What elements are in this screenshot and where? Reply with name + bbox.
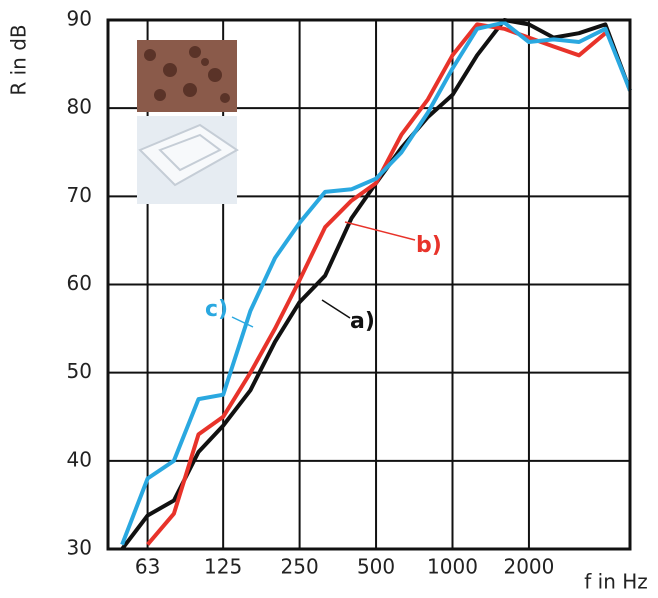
x-tick-label: 125 xyxy=(204,555,242,579)
leader-line xyxy=(344,221,416,241)
series-label: b) xyxy=(416,233,442,258)
series-label: c) xyxy=(205,297,228,322)
x-tick-label: 500 xyxy=(357,555,395,579)
y-tick-label: 40 xyxy=(67,447,92,471)
y-axis-label: R in dB xyxy=(7,24,31,95)
plot-frame xyxy=(106,18,632,551)
foam-shape xyxy=(138,123,239,187)
y-tick-label: 80 xyxy=(67,95,92,119)
y-tick-label: 60 xyxy=(67,271,92,295)
y-tick-label: 70 xyxy=(67,183,92,207)
lines xyxy=(120,18,632,551)
leader-line xyxy=(231,316,254,328)
foam-groove xyxy=(158,133,222,172)
x-tick-label: 250 xyxy=(281,555,319,579)
x-tick-label: 63 xyxy=(135,555,160,579)
x-tick-label: 2000 xyxy=(503,555,554,579)
y-tick-label: 30 xyxy=(67,536,92,560)
photos xyxy=(137,40,239,204)
series-line xyxy=(146,22,607,546)
y-tick-label: 50 xyxy=(67,359,92,383)
series-line xyxy=(120,20,632,546)
gravel-texture xyxy=(144,46,230,103)
y-tick-label: 90 xyxy=(67,7,92,31)
series-label: a) xyxy=(350,309,375,334)
x-tick-label: 1000 xyxy=(427,555,478,579)
leader-line xyxy=(321,299,351,319)
x-axis-label: f in Hz xyxy=(584,570,648,594)
